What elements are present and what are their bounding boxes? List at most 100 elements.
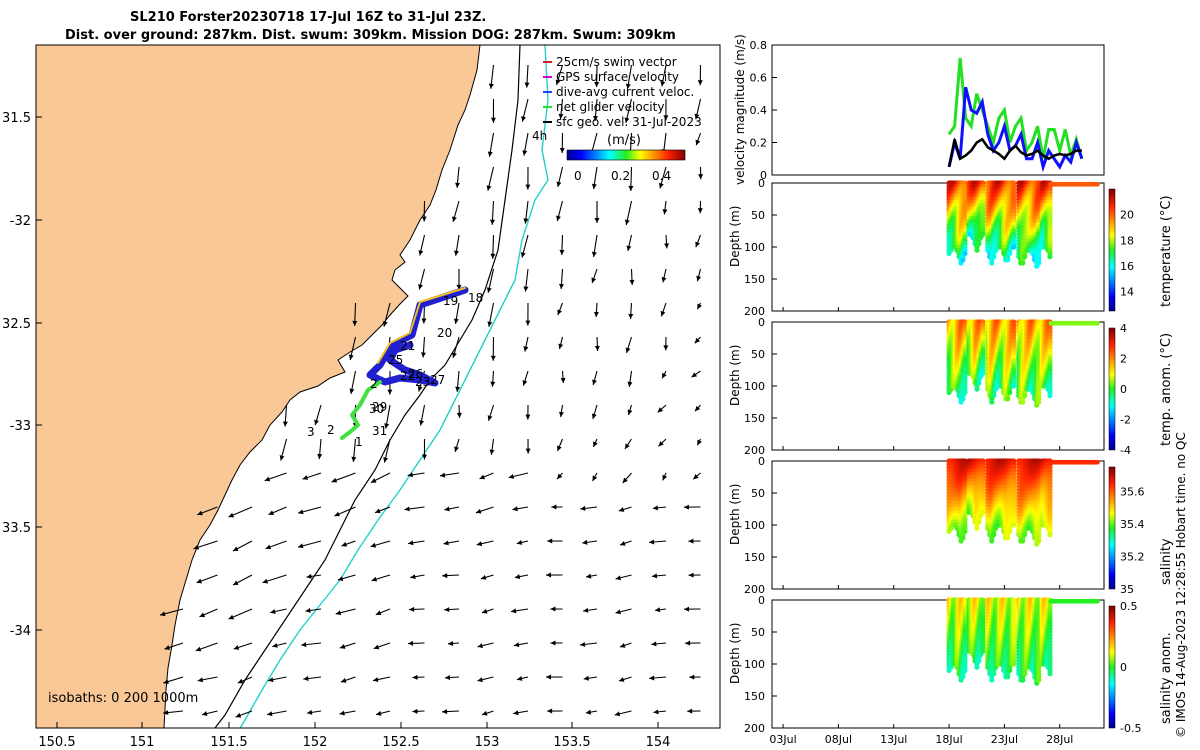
velocity-arrow-head <box>654 607 661 613</box>
time-xtick-label: 23Jul <box>991 733 1018 746</box>
velocity-arrow-head <box>649 539 655 545</box>
heatmap-sample <box>960 535 966 541</box>
heatmap-sample <box>962 528 968 535</box>
velocity-arrow-head <box>522 150 528 156</box>
velocity-arrow-head <box>592 475 598 482</box>
velocity-arrow-head <box>593 441 598 448</box>
velocity-arrow-head <box>477 677 483 683</box>
velocity-arrow-head <box>490 355 496 361</box>
velocity-arrow-head <box>373 644 380 650</box>
svg-text:2: 2 <box>327 423 335 437</box>
heatmap-sample <box>974 247 980 253</box>
velocity-arrow-head <box>618 677 625 682</box>
velocity-arrow-head <box>521 116 527 122</box>
velocity-arrow-head <box>620 540 626 546</box>
heatmap-sample <box>1022 254 1028 260</box>
velocity-arrow-head <box>475 508 482 514</box>
velocity-arrow-head <box>452 352 457 358</box>
velocity-arrow-head <box>235 712 242 718</box>
velocity-ylabel: velocity magnitude (m/s) <box>733 34 747 185</box>
surface-sample <box>1094 320 1100 326</box>
velocity-arrow-head <box>591 413 597 420</box>
velocity-arrow-head <box>456 284 462 290</box>
velocity-arrow-head <box>352 320 358 326</box>
velocity-arrow-head <box>447 640 454 646</box>
velocity-arrow-head <box>625 83 631 89</box>
velocity-arrow-head <box>520 252 526 258</box>
colorbar-tick-label: 35.6 <box>1120 485 1145 498</box>
velocity-arrow-head <box>508 474 515 479</box>
velocity-arrow-head <box>523 286 529 292</box>
colorbar-tick-label: 20 <box>1120 209 1134 222</box>
credit-text: © IMOS 14-Aug-2023 12:28:55 Hobart time.… <box>1174 432 1188 738</box>
velocity-arrow-head <box>556 215 561 222</box>
velocity-arrow-head <box>622 477 628 483</box>
depth-ytick-label: 150 <box>744 273 765 286</box>
lat-tick-label: -34 <box>10 624 31 639</box>
velocity-arrow-head <box>522 380 528 386</box>
velocity-arrow-head <box>591 183 597 190</box>
colorbar-tick-label: 35 <box>1120 583 1134 596</box>
velocity-arrow-head <box>582 539 588 545</box>
lon-tick-label: 153.5 <box>553 735 590 750</box>
velocity-arrow-head <box>265 544 272 550</box>
velocity-arrow-head <box>351 456 357 462</box>
velocity-arrow-head <box>591 251 597 258</box>
colorbar-tick: 0 <box>574 169 582 183</box>
velocity-arrow-head <box>513 710 519 716</box>
velocity-arrow-head <box>624 219 630 225</box>
heatmap-sample <box>1007 667 1013 674</box>
velocity-arrow-head <box>512 506 518 512</box>
heatmap-sample <box>1020 538 1026 544</box>
velocity-arrow-head <box>334 511 340 517</box>
velocity-arrow-head <box>444 607 450 613</box>
velocity-arrow-head <box>556 181 562 188</box>
heatmap-sample <box>1011 661 1017 667</box>
velocity-arrow-head <box>658 441 664 447</box>
velocity-arrow-head <box>331 477 338 483</box>
velocity-ytick-label: 0.2 <box>750 137 768 150</box>
velocity-arrow-head <box>349 388 355 394</box>
velocity-arrow-head <box>516 540 523 545</box>
svg-text:19: 19 <box>443 294 458 308</box>
velocity-arrow-head <box>442 709 448 715</box>
velocity-arrow-head <box>201 711 208 717</box>
velocity-arrow-head <box>268 510 275 515</box>
velocity-arrow-head <box>560 377 566 384</box>
depth-ylabel: Depth (m) <box>728 206 742 267</box>
velocity-arrow-head <box>444 506 450 512</box>
colorbar-tick-label: 2 <box>1120 353 1127 366</box>
velocity-arrow-head <box>558 283 564 290</box>
velocity-arrow-head <box>382 321 388 327</box>
depth-ytick-label: 200 <box>744 444 765 457</box>
heatmap-colorbar <box>1108 327 1116 451</box>
velocity-ytick-label: 0.6 <box>750 72 768 85</box>
velocity-arrow-head <box>339 710 345 716</box>
heatmap-sample <box>960 396 966 402</box>
velocity-ytick-label: 0.4 <box>750 104 768 117</box>
velocity-arrow-head <box>524 82 530 88</box>
depth-ylabel: Depth (m) <box>728 484 742 545</box>
heatmap-sample <box>989 677 995 683</box>
velocity-series-line <box>947 137 1082 168</box>
velocity-arrow-head <box>237 678 244 684</box>
velocity-arrow-head <box>547 708 553 714</box>
time-xtick-label: 18Jul <box>935 733 962 746</box>
velocity-arrow-head <box>387 389 393 395</box>
heatmap-sample <box>1047 254 1053 260</box>
heatmap-sample <box>1011 522 1017 528</box>
heatmap-sample <box>974 525 980 531</box>
velocity-arrow-head <box>453 318 459 324</box>
depth-ytick-label: 50 <box>751 487 765 500</box>
svg-text:26: 26 <box>408 367 423 381</box>
velocity-arrow-head <box>591 277 597 284</box>
heatmap-sample <box>1007 389 1013 395</box>
velocity-arrow-head <box>513 642 520 648</box>
velocity-arrow-head <box>455 386 461 392</box>
velocity-arrow-head <box>490 381 496 387</box>
velocity-arrow-head <box>695 139 701 146</box>
surface-sample <box>1094 181 1100 187</box>
depth-ytick-label: 50 <box>751 348 765 361</box>
